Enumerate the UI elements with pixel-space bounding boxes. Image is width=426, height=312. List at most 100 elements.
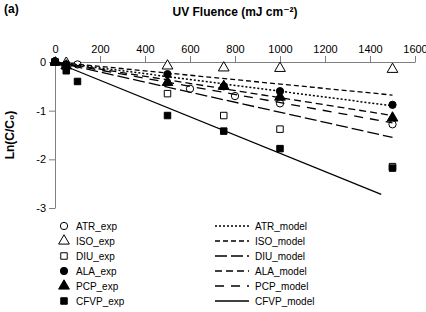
x-tick-mark [145,56,146,62]
x-tick: 200 [91,43,109,62]
legend-label: ALA_model [255,266,307,277]
legend-label: ATR_model [255,221,307,232]
data-point [387,63,398,72]
legend-swatch [215,300,249,301]
data-point [218,62,229,71]
y-tick-mark [49,208,55,209]
data-point [63,68,69,74]
legend-item: ISO_model [215,236,305,247]
x-tick-label: 1200 [313,43,337,55]
x-axis-title: UV Fluence (mJ cm⁻²) [172,5,297,19]
x-axis: 0 200 400 600 800 1000 1200 1400 1600 [52,43,426,63]
legend-swatch [59,235,70,244]
model-line [55,62,393,95]
legend-item: DIU_exp [61,251,116,262]
legend-swatch [61,253,67,259]
data-point [389,165,395,171]
legend-item: CFVP_model [215,296,314,307]
x-tick: 800 [226,43,244,62]
legend-label: DIU_model [255,251,305,262]
x-tick-label: 1600 [403,43,426,55]
x-tick: 1200 [313,43,337,62]
x-tick-mark [280,56,281,62]
x-tick-mark [415,56,416,62]
x-tick: 400 [136,43,154,62]
legend-swatch [59,280,70,289]
legend-swatch [61,298,67,304]
legend-label: CFVP_model [255,296,314,307]
x-tick-mark [190,56,191,62]
x-tick: 1400 [358,43,382,62]
y-tick-label: -2 [36,153,46,165]
x-tick-mark [100,56,101,62]
legend-item: PCP_model [215,281,308,292]
model-line [55,62,393,123]
data-point [74,78,80,84]
y-tick: -1 [36,105,55,117]
x-axis-line [56,62,416,63]
chart: (a) UV Fluence (mJ cm⁻²) Ln(C/C₀) 0 200 400 60… [0,0,426,312]
data-point [277,126,283,132]
y-axis: 0 -1 -2 -3 [36,56,55,214]
model-line [55,62,381,194]
legend-swatch [215,240,249,241]
plot-area [50,57,398,194]
legend-label: ISO_model [255,236,305,247]
legend-item: ALA_model [215,266,307,277]
data-point [164,112,170,118]
legend-swatch [215,225,249,226]
y-tick-mark [49,159,55,160]
x-tick-label: 1000 [268,43,292,55]
legend-swatch [215,270,249,271]
legend-item: ALA_exp [60,266,117,277]
x-tick-label: 800 [226,43,244,55]
data-point [387,112,398,121]
y-tick: -3 [36,202,55,214]
legend-swatch [215,285,249,286]
model-line [55,62,393,137]
legend-label: ISO_exp [76,236,115,247]
data-point [277,145,283,151]
legend-item: ATR_model [215,221,307,232]
legend-label: ATR_exp [76,221,117,232]
title: (a) [4,2,19,16]
x-tick: 1000 [268,43,292,62]
legend-label: ALA_exp [76,266,117,277]
y-tick: -2 [36,153,55,165]
y-axis-title: Ln(C/C₀) [3,111,17,160]
legend-label: PCP_model [255,281,308,292]
data-point [162,60,173,69]
data-point [275,62,286,71]
legend-swatch [60,222,67,229]
model-line [55,62,393,116]
y-tick-label: -3 [36,202,46,214]
legend-item: CFVP_exp [61,296,125,307]
legend-label: CFVP_exp [76,296,125,307]
x-tick-mark [235,56,236,62]
data-point [164,90,170,96]
legend-item: PCP_exp [59,280,119,292]
y-axis-line [55,63,56,209]
legend-swatch [60,267,67,274]
x-tick-label: 400 [136,43,154,55]
y-tick-label: 0 [40,56,46,68]
model-line [55,62,393,106]
legend-item: DIU_model [215,251,305,262]
x-tick-mark [325,56,326,62]
y-tick-label: -1 [36,105,46,117]
x-tick-label: 0 [52,43,58,55]
y-tick-mark [49,111,55,112]
legend: ATR_exp ISO_exp DIU_exp ALA_exp PCP_exp CFVP_… [59,221,315,307]
legend-item: ATR_exp [60,221,117,232]
x-tick: 600 [181,43,199,62]
x-tick-label: 600 [181,43,199,55]
x-tick-mark [370,56,371,62]
legend-item: ISO_exp [59,235,116,247]
legend-swatch [215,255,249,256]
legend-label: PCP_exp [76,281,119,292]
x-tick-label: 1400 [358,43,382,55]
x-tick: 1600 [403,43,426,62]
x-tick-label: 200 [91,43,109,55]
data-point [221,112,227,118]
legend-label: DIU_exp [76,251,115,262]
